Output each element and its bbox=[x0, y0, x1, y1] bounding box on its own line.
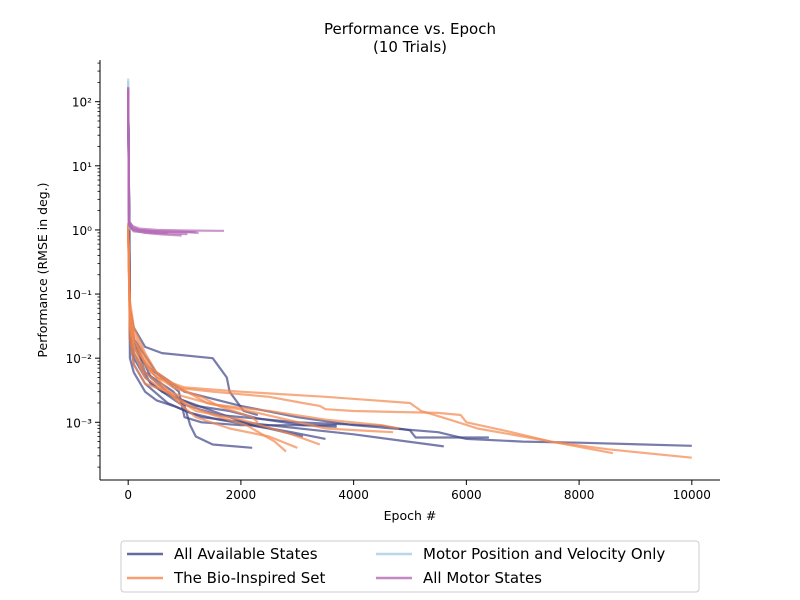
series-line-3-run-2 bbox=[127, 90, 182, 237]
legend: All Available States The Bio-Inspired Set… bbox=[120, 540, 700, 593]
y-axis-ticks: 10⁻³ 10⁻² 10⁻¹ 10⁰ 10¹ 10² bbox=[66, 62, 100, 468]
series-line-1-run-7 bbox=[127, 224, 692, 459]
y-tick-label: 10⁻² bbox=[66, 352, 93, 366]
legend-label: Motor Position and Velocity Only bbox=[423, 545, 665, 563]
series-line-0-run-6 bbox=[127, 97, 444, 448]
legend-label: All Available States bbox=[174, 545, 318, 563]
series-line-3-run-4 bbox=[127, 87, 188, 236]
series-line-3-run-3 bbox=[127, 89, 224, 232]
y-tick-label: 10¹ bbox=[72, 160, 92, 174]
x-tick-label: 0 bbox=[124, 488, 132, 502]
series-line-3-run-1 bbox=[127, 88, 199, 234]
y-tick-label: 10⁻¹ bbox=[66, 288, 93, 302]
x-axis-ticks: 0 2000 4000 6000 8000 10000 bbox=[124, 480, 711, 502]
x-tick-label: 8000 bbox=[564, 488, 595, 502]
x-tick-label: 6000 bbox=[451, 488, 482, 502]
x-tick-label: 4000 bbox=[338, 488, 369, 502]
y-tick-label: 10⁻³ bbox=[66, 416, 93, 430]
series-line-1-run-3 bbox=[127, 227, 321, 446]
y-tick-label: 10² bbox=[72, 96, 92, 110]
chart-title: Performance vs. Epoch bbox=[324, 20, 496, 38]
series-line-3-run-0 bbox=[127, 86, 196, 234]
y-tick-label: 10⁰ bbox=[72, 224, 92, 238]
x-tick-label: 10000 bbox=[673, 488, 711, 502]
y-axis-label: Performance (RMSE in deg.) bbox=[35, 182, 50, 357]
legend-frame bbox=[120, 540, 700, 593]
legend-label: All Motor States bbox=[423, 569, 542, 587]
chart-subtitle: (10 Trials) bbox=[373, 38, 447, 56]
series-line-1-run-5 bbox=[127, 222, 399, 430]
x-tick-label: 2000 bbox=[226, 488, 257, 502]
legend-label: The Bio-Inspired Set bbox=[173, 569, 326, 587]
x-axis-label: Epoch # bbox=[384, 508, 437, 523]
plot-area bbox=[127, 78, 692, 459]
series-line-3-run-5 bbox=[127, 91, 168, 235]
